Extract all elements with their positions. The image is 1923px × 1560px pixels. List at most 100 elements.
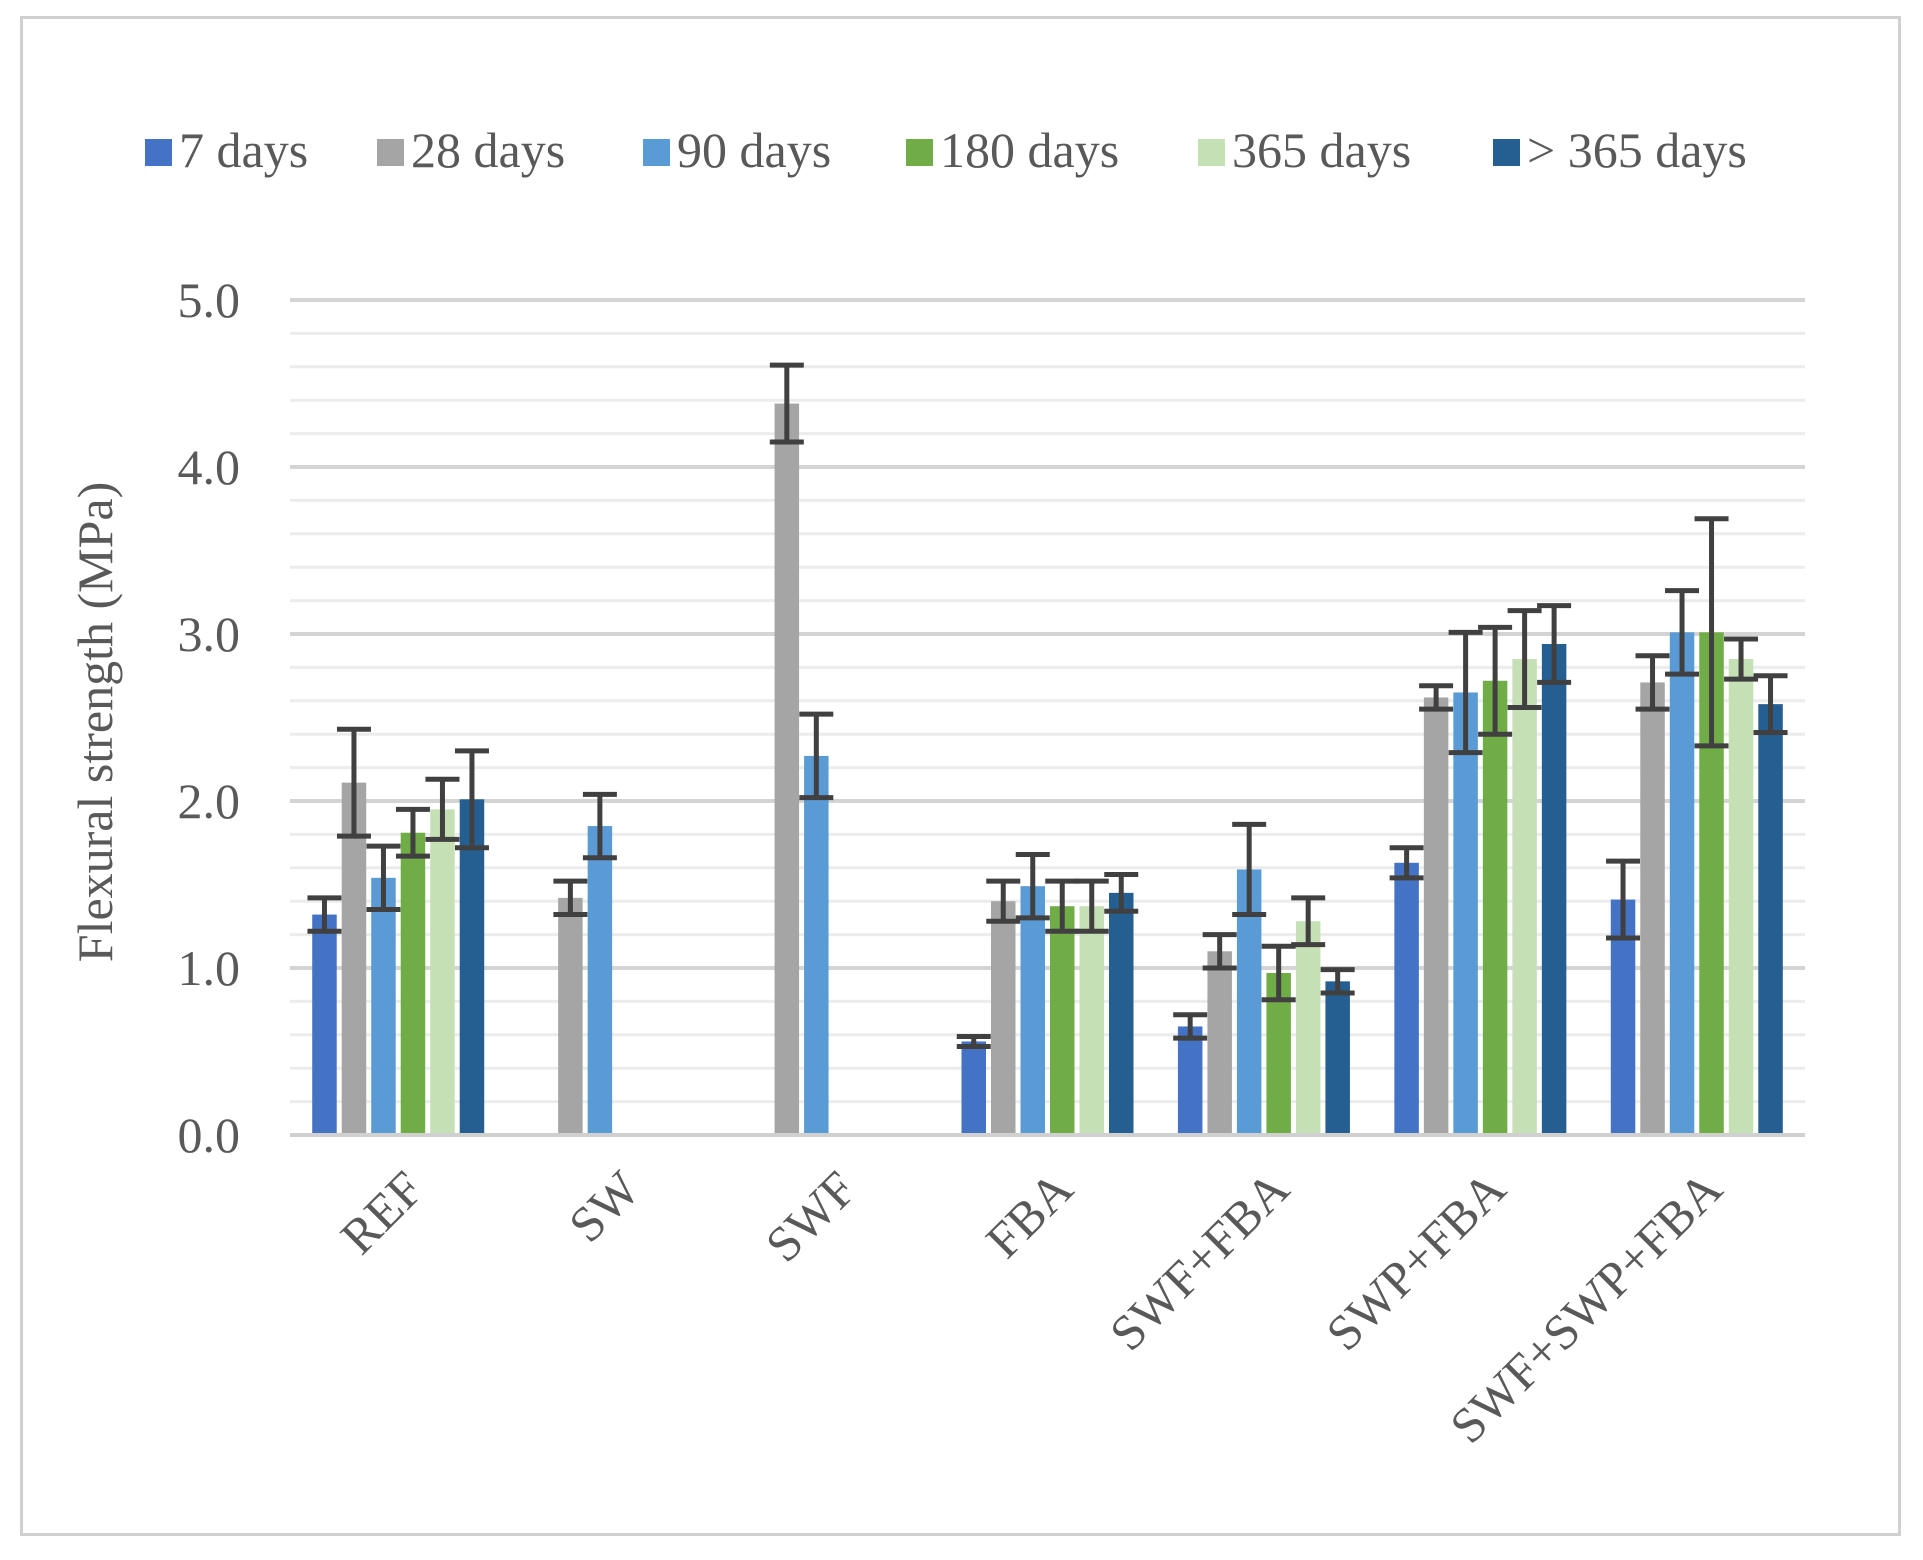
legend-label: > 365 days bbox=[1527, 122, 1747, 178]
y-tick-label: 3.0 bbox=[178, 606, 241, 662]
bar bbox=[558, 897, 583, 1135]
bar bbox=[1050, 906, 1075, 1135]
bar bbox=[1020, 886, 1045, 1135]
bar bbox=[400, 832, 426, 1135]
bar bbox=[1512, 659, 1537, 1135]
y-axis-title: Flexural strength (MPa) bbox=[67, 482, 123, 962]
chart-frame bbox=[20, 16, 1901, 1536]
bar bbox=[1640, 682, 1665, 1135]
error-bar bbox=[1537, 603, 1572, 685]
bar bbox=[961, 1041, 986, 1135]
y-tick-label: 0.0 bbox=[178, 1107, 241, 1163]
y-tick-label: 5.0 bbox=[178, 272, 241, 328]
bar bbox=[430, 809, 455, 1135]
legend-label: 28 days bbox=[411, 122, 565, 178]
bar bbox=[804, 755, 829, 1135]
x-tick-label: REF bbox=[330, 1160, 434, 1264]
error-bar bbox=[1202, 932, 1237, 971]
legend-swatch bbox=[1198, 139, 1225, 166]
bar bbox=[1177, 1026, 1203, 1135]
bar bbox=[1109, 892, 1134, 1135]
error-bar bbox=[1173, 1012, 1208, 1041]
bar bbox=[774, 403, 800, 1135]
x-tick-label: FBA bbox=[975, 1160, 1083, 1268]
bar bbox=[1728, 659, 1754, 1135]
legend-swatch bbox=[1493, 139, 1520, 166]
error-bar bbox=[1448, 629, 1483, 756]
legend-item: 28 days bbox=[377, 122, 565, 178]
bar bbox=[991, 901, 1016, 1135]
error-bar bbox=[336, 726, 371, 839]
bar bbox=[1207, 951, 1232, 1135]
error-bar bbox=[1753, 673, 1788, 736]
legend-label: 90 days bbox=[677, 122, 831, 178]
error-bar bbox=[582, 791, 617, 861]
bar bbox=[1394, 862, 1419, 1135]
error-bar bbox=[956, 1033, 991, 1049]
error-bar bbox=[454, 748, 489, 851]
bar bbox=[1423, 697, 1449, 1135]
error-bar bbox=[425, 776, 460, 842]
legend-item: 90 days bbox=[643, 122, 831, 178]
legend-label: 7 days bbox=[179, 122, 308, 178]
y-tick-label: 4.0 bbox=[178, 439, 241, 495]
bar bbox=[459, 799, 485, 1135]
error-bar bbox=[307, 895, 342, 934]
error-bar bbox=[1232, 821, 1267, 918]
bars bbox=[312, 403, 1783, 1135]
error-bar bbox=[1419, 683, 1454, 712]
gridlines bbox=[290, 298, 1805, 1104]
error-bar bbox=[1665, 588, 1700, 677]
error-bar bbox=[1104, 871, 1139, 914]
legend-item: 7 days bbox=[145, 122, 308, 178]
legend-item: 365 days bbox=[1198, 122, 1411, 178]
error-bar bbox=[1724, 636, 1759, 682]
error-bar bbox=[1261, 943, 1296, 1003]
bar bbox=[341, 782, 367, 1135]
x-tick-label: SWF bbox=[755, 1160, 867, 1272]
error-bar bbox=[366, 843, 401, 913]
y-tick-label: 2.0 bbox=[178, 773, 241, 829]
legend-item: 180 days bbox=[906, 122, 1119, 178]
error-bar bbox=[1478, 624, 1513, 737]
x-tick-label: SWP+FBA bbox=[1315, 1160, 1516, 1361]
error-bar bbox=[1507, 608, 1542, 710]
bar bbox=[1325, 981, 1350, 1135]
x-tick-label: SW bbox=[558, 1160, 651, 1253]
error-bar bbox=[1606, 858, 1641, 941]
legend-swatch bbox=[145, 139, 172, 166]
error-bar bbox=[395, 806, 430, 859]
legend-swatch bbox=[377, 139, 404, 166]
legend-label: 180 days bbox=[940, 122, 1119, 178]
y-axis-ticks: 0.0 1.0 2.0 3.0 4.0 5.0 bbox=[178, 272, 241, 1163]
error-bar bbox=[1291, 895, 1326, 948]
bar bbox=[1453, 692, 1478, 1135]
error-bar bbox=[553, 878, 588, 918]
error-bar bbox=[1320, 967, 1355, 996]
legend-label: 365 days bbox=[1232, 122, 1411, 178]
bar bbox=[312, 914, 337, 1135]
bar bbox=[1295, 921, 1321, 1135]
bar bbox=[1079, 906, 1104, 1135]
bar bbox=[371, 877, 396, 1135]
error-bar bbox=[1694, 516, 1729, 749]
error-bar bbox=[769, 362, 804, 445]
error-bar bbox=[1045, 878, 1080, 934]
legend-item: > 365 days bbox=[1493, 122, 1747, 178]
bar bbox=[587, 826, 613, 1135]
error-bar bbox=[1635, 653, 1670, 712]
bar bbox=[1758, 704, 1783, 1135]
y-tick-label: 1.0 bbox=[178, 940, 241, 996]
error-bar bbox=[986, 878, 1021, 924]
bar bbox=[1669, 632, 1695, 1135]
error-bar bbox=[799, 711, 834, 801]
bar bbox=[1541, 644, 1567, 1135]
bar bbox=[1482, 680, 1508, 1135]
legend-swatch bbox=[643, 139, 670, 166]
error-bar bbox=[1015, 851, 1050, 921]
x-tick-label: SWF+FBA bbox=[1099, 1160, 1300, 1361]
legend: 7 days 28 days 90 days 180 days 365 days > 36… bbox=[145, 122, 1747, 178]
error-bar bbox=[1389, 845, 1424, 881]
error-bar bbox=[1074, 878, 1109, 934]
